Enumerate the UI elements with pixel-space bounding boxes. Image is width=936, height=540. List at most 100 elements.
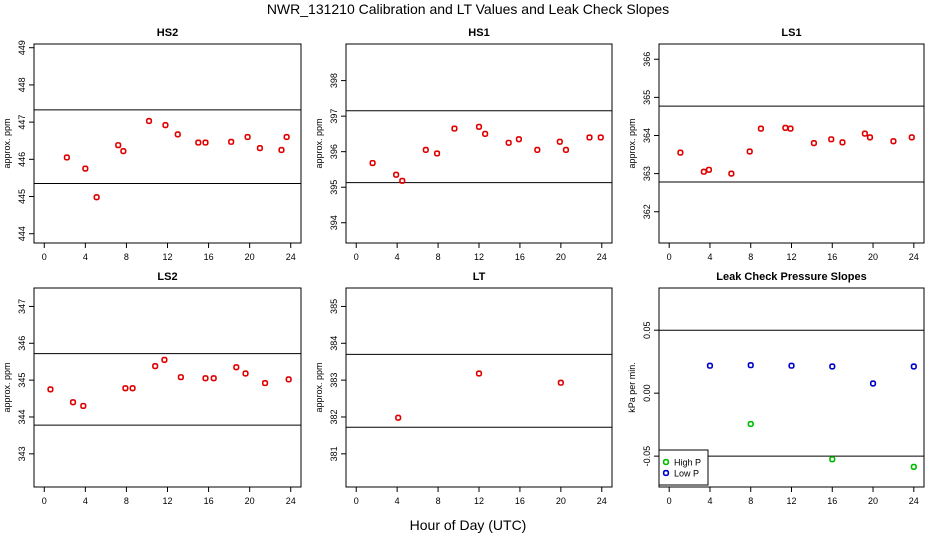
panel-3-x-tick-label: 8 <box>748 252 753 262</box>
panel-4-data-point <box>47 386 54 393</box>
panel-6-y-axis-label: kPa per min. <box>627 362 637 413</box>
panel-6-legend-marker <box>662 469 670 477</box>
panel-4-data-point <box>177 374 184 381</box>
panel-3-data-point <box>828 136 835 143</box>
panel-3-data-point <box>890 138 897 145</box>
x-axis-title: Hour of Day (UTC) <box>409 517 527 533</box>
panel-3-x-tick-label: 24 <box>909 252 919 262</box>
panel-1-y-axis-label: approx. ppm <box>2 118 12 168</box>
panel-1-data-point <box>120 148 127 155</box>
panel-2-y-tick-label: 396 <box>329 144 339 159</box>
panel-4-y-tick-label: 346 <box>17 336 27 351</box>
panel-5-data-point <box>475 370 483 377</box>
panel-6-low-p-point <box>910 363 917 370</box>
panel-2-x-tick-label: 24 <box>597 252 607 262</box>
panel-3-x-tick-label: 0 <box>667 252 672 262</box>
panel-3-x-tick-label: 20 <box>868 252 878 262</box>
panel-3-y-tick-label: 363 <box>642 166 652 181</box>
panel-6-high-p-point <box>829 456 836 463</box>
panel-5-title: LT <box>473 271 486 283</box>
panel-1-x-tick-label: 20 <box>245 252 255 262</box>
panel-2-data-point <box>562 146 570 153</box>
panel-5-x-tick-label: 16 <box>515 496 525 506</box>
panel-5-y-tick-label: 384 <box>329 336 339 351</box>
panel-4-data-point <box>122 385 129 392</box>
panel-6-legend-label: High P <box>674 458 701 468</box>
panel-3-data-point <box>705 166 713 173</box>
panel-3-x-tick-label: 4 <box>707 252 712 262</box>
panel-5-x-tick-label: 12 <box>474 496 484 506</box>
panel-1-x-tick-label: 4 <box>83 252 88 262</box>
panel-3-data-point <box>757 125 765 132</box>
panel-1-data-point <box>278 146 285 154</box>
panel-6-legend <box>658 449 709 486</box>
panel-2-data-point <box>586 134 593 141</box>
panel-6-low-p-point <box>747 362 754 369</box>
panel-1-data-point <box>82 165 89 172</box>
panel-3-data-point <box>728 170 735 177</box>
panel-2-x-tick-label: 12 <box>474 252 484 262</box>
panel-5-frame <box>345 287 613 488</box>
panel-4-x-tick-label: 20 <box>245 496 255 506</box>
panel-2-title: HS1 <box>468 27 489 39</box>
panel-4-data-point <box>129 385 136 392</box>
panel-1-data-point <box>283 133 290 141</box>
panel-6-low-p-point <box>829 363 836 370</box>
panel-1-frame <box>33 43 302 244</box>
panel-2-x-tick-label: 4 <box>395 252 400 262</box>
panel-4-data-point <box>210 375 217 382</box>
panel-1-data-point <box>63 154 70 161</box>
panel-4-y-tick-label: 347 <box>17 299 27 314</box>
panel-6-x-tick-label: 0 <box>667 496 672 506</box>
panel-3-data-point <box>861 130 868 137</box>
panel-3-data-point <box>810 140 818 147</box>
panel-2-y-tick-label: 398 <box>329 73 339 88</box>
panel-1-y-tick-label: 445 <box>17 189 27 204</box>
panel-5-y-tick-label: 385 <box>329 299 339 314</box>
panel-4-data-point <box>69 399 77 406</box>
panel-1-x-tick-label: 12 <box>162 252 172 262</box>
panel-3-y-tick-label: 365 <box>642 90 652 105</box>
panel-5-y-tick-label: 382 <box>329 409 339 424</box>
panel-4-title: LS2 <box>157 271 177 283</box>
panel-5-x-tick-label: 8 <box>436 496 441 506</box>
panel-4-y-tick-label: 343 <box>17 446 27 461</box>
panel-6-low-p-point <box>869 380 877 387</box>
panel-6-y-tick-label: 0.05 <box>642 321 652 339</box>
panel-3-data-point <box>787 125 794 132</box>
panel-2-data-point <box>433 150 441 157</box>
panel-6-legend-marker <box>662 458 670 466</box>
panel-3-data-point <box>677 149 684 156</box>
panel-1-data-point <box>202 139 209 146</box>
panel-1-x-tick-label: 8 <box>124 252 129 262</box>
panel-2-data-point <box>393 171 400 178</box>
panel-2-y-tick-label: 394 <box>329 215 339 230</box>
panel-1-data-point <box>93 194 100 201</box>
panel-6-x-tick-label: 4 <box>707 496 712 506</box>
panel-6-low-p-point <box>706 362 714 369</box>
panel-4-data-point <box>161 356 168 363</box>
panel-4-x-tick-label: 24 <box>286 496 296 506</box>
panel-1-data-point <box>162 121 169 129</box>
panel-2-x-tick-label: 8 <box>436 252 441 262</box>
panel-2-data-point <box>422 146 429 153</box>
panel-2-data-point <box>505 139 512 146</box>
panel-1-y-tick-label: 446 <box>17 152 27 167</box>
panel-5-x-tick-label: 0 <box>354 496 359 506</box>
panel-3-y-tick-label: 364 <box>642 128 652 143</box>
panel-2-data-point <box>482 130 489 138</box>
panel-1-data-point <box>256 145 264 152</box>
panel-4-y-tick-label: 345 <box>17 373 27 388</box>
panel-2-frame <box>345 43 613 244</box>
panel-2-x-tick-label: 0 <box>354 252 359 262</box>
panel-3-x-tick-label: 16 <box>827 252 837 262</box>
panel-3-data-point <box>866 134 874 141</box>
panel-1-data-point <box>195 139 202 146</box>
panel-1-data-point <box>228 138 235 145</box>
panel-2-y-tick-label: 395 <box>329 180 339 195</box>
panel-4-x-tick-label: 8 <box>124 496 129 506</box>
panel-4-data-point <box>261 379 269 387</box>
panel-2-x-tick-label: 20 <box>556 252 566 262</box>
panel-3-y-tick-label: 366 <box>642 52 652 67</box>
